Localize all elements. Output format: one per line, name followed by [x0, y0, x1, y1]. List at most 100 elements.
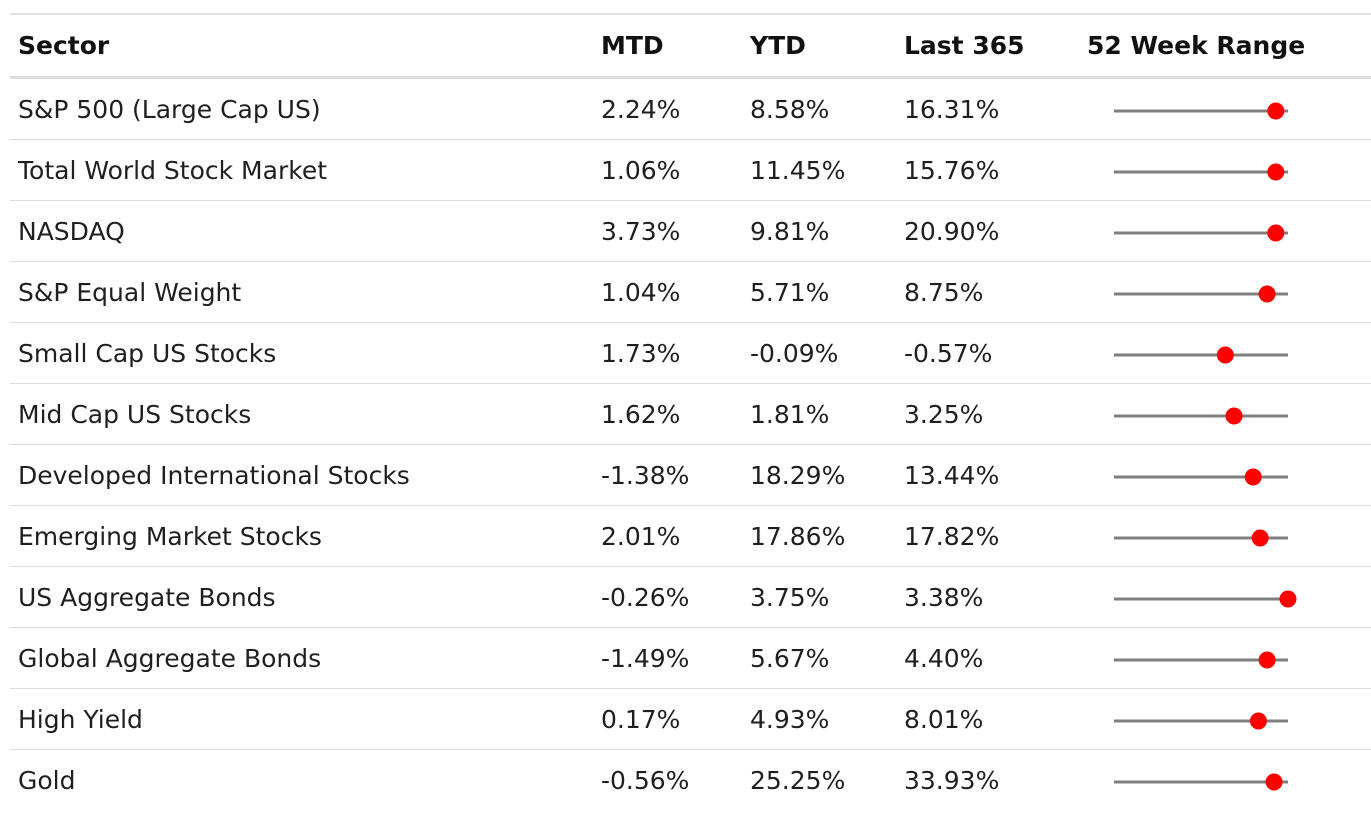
ytd-cell: 1.81%	[750, 399, 830, 429]
mtd-cell: 3.73%	[601, 216, 681, 246]
mtd-cell: 1.06%	[601, 155, 681, 185]
header-ytd: YTD	[750, 31, 806, 60]
range-current-dot	[1267, 224, 1285, 242]
mtd-cell: 0.17%	[601, 704, 681, 734]
header-last-365: Last 365	[904, 31, 1025, 60]
table-body: S&P 500 (Large Cap US) 2.24% 8.58% 16.31% To…	[10, 79, 1371, 810]
range-cell	[1094, 140, 1294, 200]
sector-cell: S&P 500 (Large Cap US)	[18, 94, 321, 124]
sector-cell: Mid Cap US Stocks	[18, 399, 252, 429]
table-row: Emerging Market Stocks 2.01% 17.86% 17.82%	[10, 506, 1371, 567]
ytd-cell: 9.81%	[750, 216, 830, 246]
last-365-cell: -0.57%	[904, 338, 993, 368]
mtd-cell: 1.62%	[601, 399, 681, 429]
last-365-cell: 4.40%	[904, 643, 984, 673]
range-current-dot	[1267, 163, 1285, 181]
range-current-dot	[1251, 529, 1269, 547]
sector-cell: Gold	[18, 765, 76, 795]
sector-cell: NASDAQ	[18, 216, 125, 246]
table-row: Developed International Stocks -1.38% 18.2…	[10, 445, 1371, 506]
table-row: Total World Stock Market 1.06% 11.45% 15.76…	[10, 140, 1371, 201]
last-365-cell: 13.44%	[904, 460, 1000, 490]
range-indicator	[1114, 529, 1288, 547]
mtd-cell: 2.24%	[601, 94, 681, 124]
range-cell	[1094, 689, 1294, 749]
range-indicator	[1114, 163, 1288, 181]
table-header-row: Sector MTD YTD Last 365 52 Week Range	[10, 13, 1371, 79]
sector-performance-table: Sector MTD YTD Last 365 52 Week Range S&…	[10, 13, 1371, 810]
header-52-week-range: 52 Week Range	[1087, 31, 1306, 60]
ytd-cell: 11.45%	[750, 155, 846, 185]
range-indicator	[1114, 346, 1288, 364]
table-row: NASDAQ 3.73% 9.81% 20.90%	[10, 201, 1371, 262]
last-365-cell: 15.76%	[904, 155, 1000, 185]
range-cell	[1094, 262, 1294, 322]
table-row: Gold -0.56% 25.25% 33.93%	[10, 750, 1371, 810]
range-cell	[1094, 384, 1294, 444]
ytd-cell: 8.58%	[750, 94, 830, 124]
range-current-dot	[1267, 102, 1285, 120]
mtd-cell: 1.73%	[601, 338, 681, 368]
range-cell	[1094, 506, 1294, 566]
range-cell	[1094, 567, 1297, 627]
range-current-dot	[1225, 407, 1243, 425]
range-current-dot	[1258, 285, 1276, 303]
sector-cell: Total World Stock Market	[18, 155, 327, 185]
mtd-cell: -1.38%	[601, 460, 690, 490]
table-row: Small Cap US Stocks 1.73% -0.09% -0.57%	[10, 323, 1371, 384]
last-365-cell: 3.38%	[904, 582, 984, 612]
range-indicator	[1114, 590, 1297, 608]
range-current-dot	[1216, 346, 1234, 364]
ytd-cell: 3.75%	[750, 582, 830, 612]
table-row: S&P Equal Weight 1.04% 5.71% 8.75%	[10, 262, 1371, 323]
range-indicator	[1114, 285, 1288, 303]
range-cell	[1094, 750, 1294, 810]
table-row: Global Aggregate Bonds -1.49% 5.67% 4.40%	[10, 628, 1371, 689]
last-365-cell: 8.75%	[904, 277, 984, 307]
ytd-cell: 5.67%	[750, 643, 830, 673]
sector-cell: Emerging Market Stocks	[18, 521, 322, 551]
ytd-cell: 25.25%	[750, 765, 846, 795]
header-mtd: MTD	[601, 31, 664, 60]
range-current-dot	[1265, 773, 1283, 791]
range-indicator	[1114, 468, 1288, 486]
range-cell	[1094, 445, 1294, 505]
ytd-cell: 18.29%	[750, 460, 846, 490]
range-cell	[1094, 79, 1294, 139]
header-sector: Sector	[18, 31, 110, 60]
range-indicator	[1114, 102, 1288, 120]
last-365-cell: 8.01%	[904, 704, 984, 734]
sector-cell: S&P Equal Weight	[18, 277, 242, 307]
sector-cell: Small Cap US Stocks	[18, 338, 277, 368]
range-current-dot	[1279, 590, 1297, 608]
range-cell	[1094, 628, 1294, 688]
range-indicator	[1114, 407, 1288, 425]
table-row: US Aggregate Bonds -0.26% 3.75% 3.38%	[10, 567, 1371, 628]
table-row: High Yield 0.17% 4.93% 8.01%	[10, 689, 1371, 750]
sector-cell: US Aggregate Bonds	[18, 582, 276, 612]
range-indicator	[1114, 773, 1288, 791]
mtd-cell: 1.04%	[601, 277, 681, 307]
sector-cell: Global Aggregate Bonds	[18, 643, 322, 673]
ytd-cell: 5.71%	[750, 277, 830, 307]
ytd-cell: 4.93%	[750, 704, 830, 734]
sector-cell: Developed International Stocks	[18, 460, 410, 490]
mtd-cell: -0.56%	[601, 765, 690, 795]
range-indicator	[1114, 712, 1288, 730]
last-365-cell: 3.25%	[904, 399, 984, 429]
range-current-dot	[1249, 712, 1267, 730]
last-365-cell: 33.93%	[904, 765, 1000, 795]
last-365-cell: 16.31%	[904, 94, 1000, 124]
range-current-dot	[1258, 651, 1276, 669]
mtd-cell: 2.01%	[601, 521, 681, 551]
mtd-cell: -1.49%	[601, 643, 690, 673]
range-indicator	[1114, 224, 1288, 242]
table-row: Mid Cap US Stocks 1.62% 1.81% 3.25%	[10, 384, 1371, 445]
range-cell	[1094, 201, 1294, 261]
range-cell	[1094, 323, 1294, 383]
range-indicator	[1114, 651, 1288, 669]
table-row: S&P 500 (Large Cap US) 2.24% 8.58% 16.31%	[10, 79, 1371, 140]
ytd-cell: 17.86%	[750, 521, 846, 551]
sector-cell: High Yield	[18, 704, 143, 734]
range-current-dot	[1244, 468, 1262, 486]
